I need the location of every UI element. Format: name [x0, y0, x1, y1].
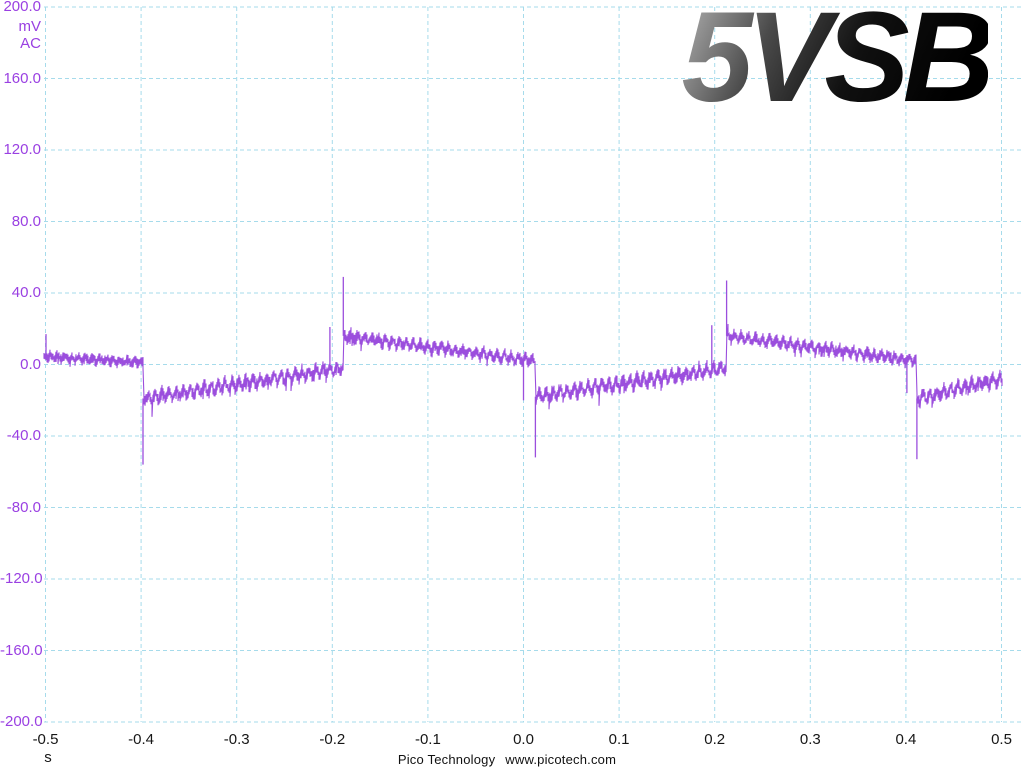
x-tick-label: 0.1 — [608, 731, 630, 748]
y-tick-label: -200.0 — [0, 713, 43, 730]
x-tick-label: 0.5 — [991, 731, 1012, 748]
x-tick-label: 0.4 — [895, 731, 917, 748]
channel-title: 5VSB — [682, 0, 995, 134]
x-tick-label: -0.3 — [223, 731, 250, 748]
footer-url-text: www.picotech.com — [505, 752, 617, 767]
y-tick-label: -40.0 — [6, 427, 41, 444]
y-tick-label: 120.0 — [3, 141, 41, 158]
y-tick-label: -160.0 — [0, 641, 43, 659]
grid-lines — [44, 6, 1022, 723]
y-tick-label: 160.0 — [3, 69, 41, 87]
x-tick-label: -0.1 — [414, 731, 441, 748]
y-tick-label: -80.0 — [6, 498, 41, 516]
x-tick-label: 0.2 — [704, 731, 726, 748]
x-tick-label: -0.2 — [319, 731, 346, 748]
x-tick-label: -0.5 — [32, 731, 59, 748]
footer: Pico Technology www.picotech.com — [0, 752, 1014, 767]
y-axis-unit-label: mV — [18, 18, 42, 35]
x-axis-unit-label: s — [44, 749, 52, 766]
footer-brand-text: Pico Technology — [397, 752, 496, 767]
y-tick-label: -120.0 — [0, 570, 43, 587]
y-tick-label: 200.0 — [3, 0, 41, 15]
y-tick-label: 40.0 — [11, 284, 41, 301]
x-tick-label: -0.4 — [128, 731, 155, 748]
y-tick-label: 0.0 — [20, 355, 41, 373]
waveform-trace — [43, 276, 1003, 465]
x-tick-label: 0.3 — [799, 731, 821, 748]
y-tick-label: 80.0 — [11, 212, 41, 230]
x-tick-label: 0.0 — [513, 731, 534, 748]
y-axis-coupling-label: AC — [20, 35, 41, 52]
